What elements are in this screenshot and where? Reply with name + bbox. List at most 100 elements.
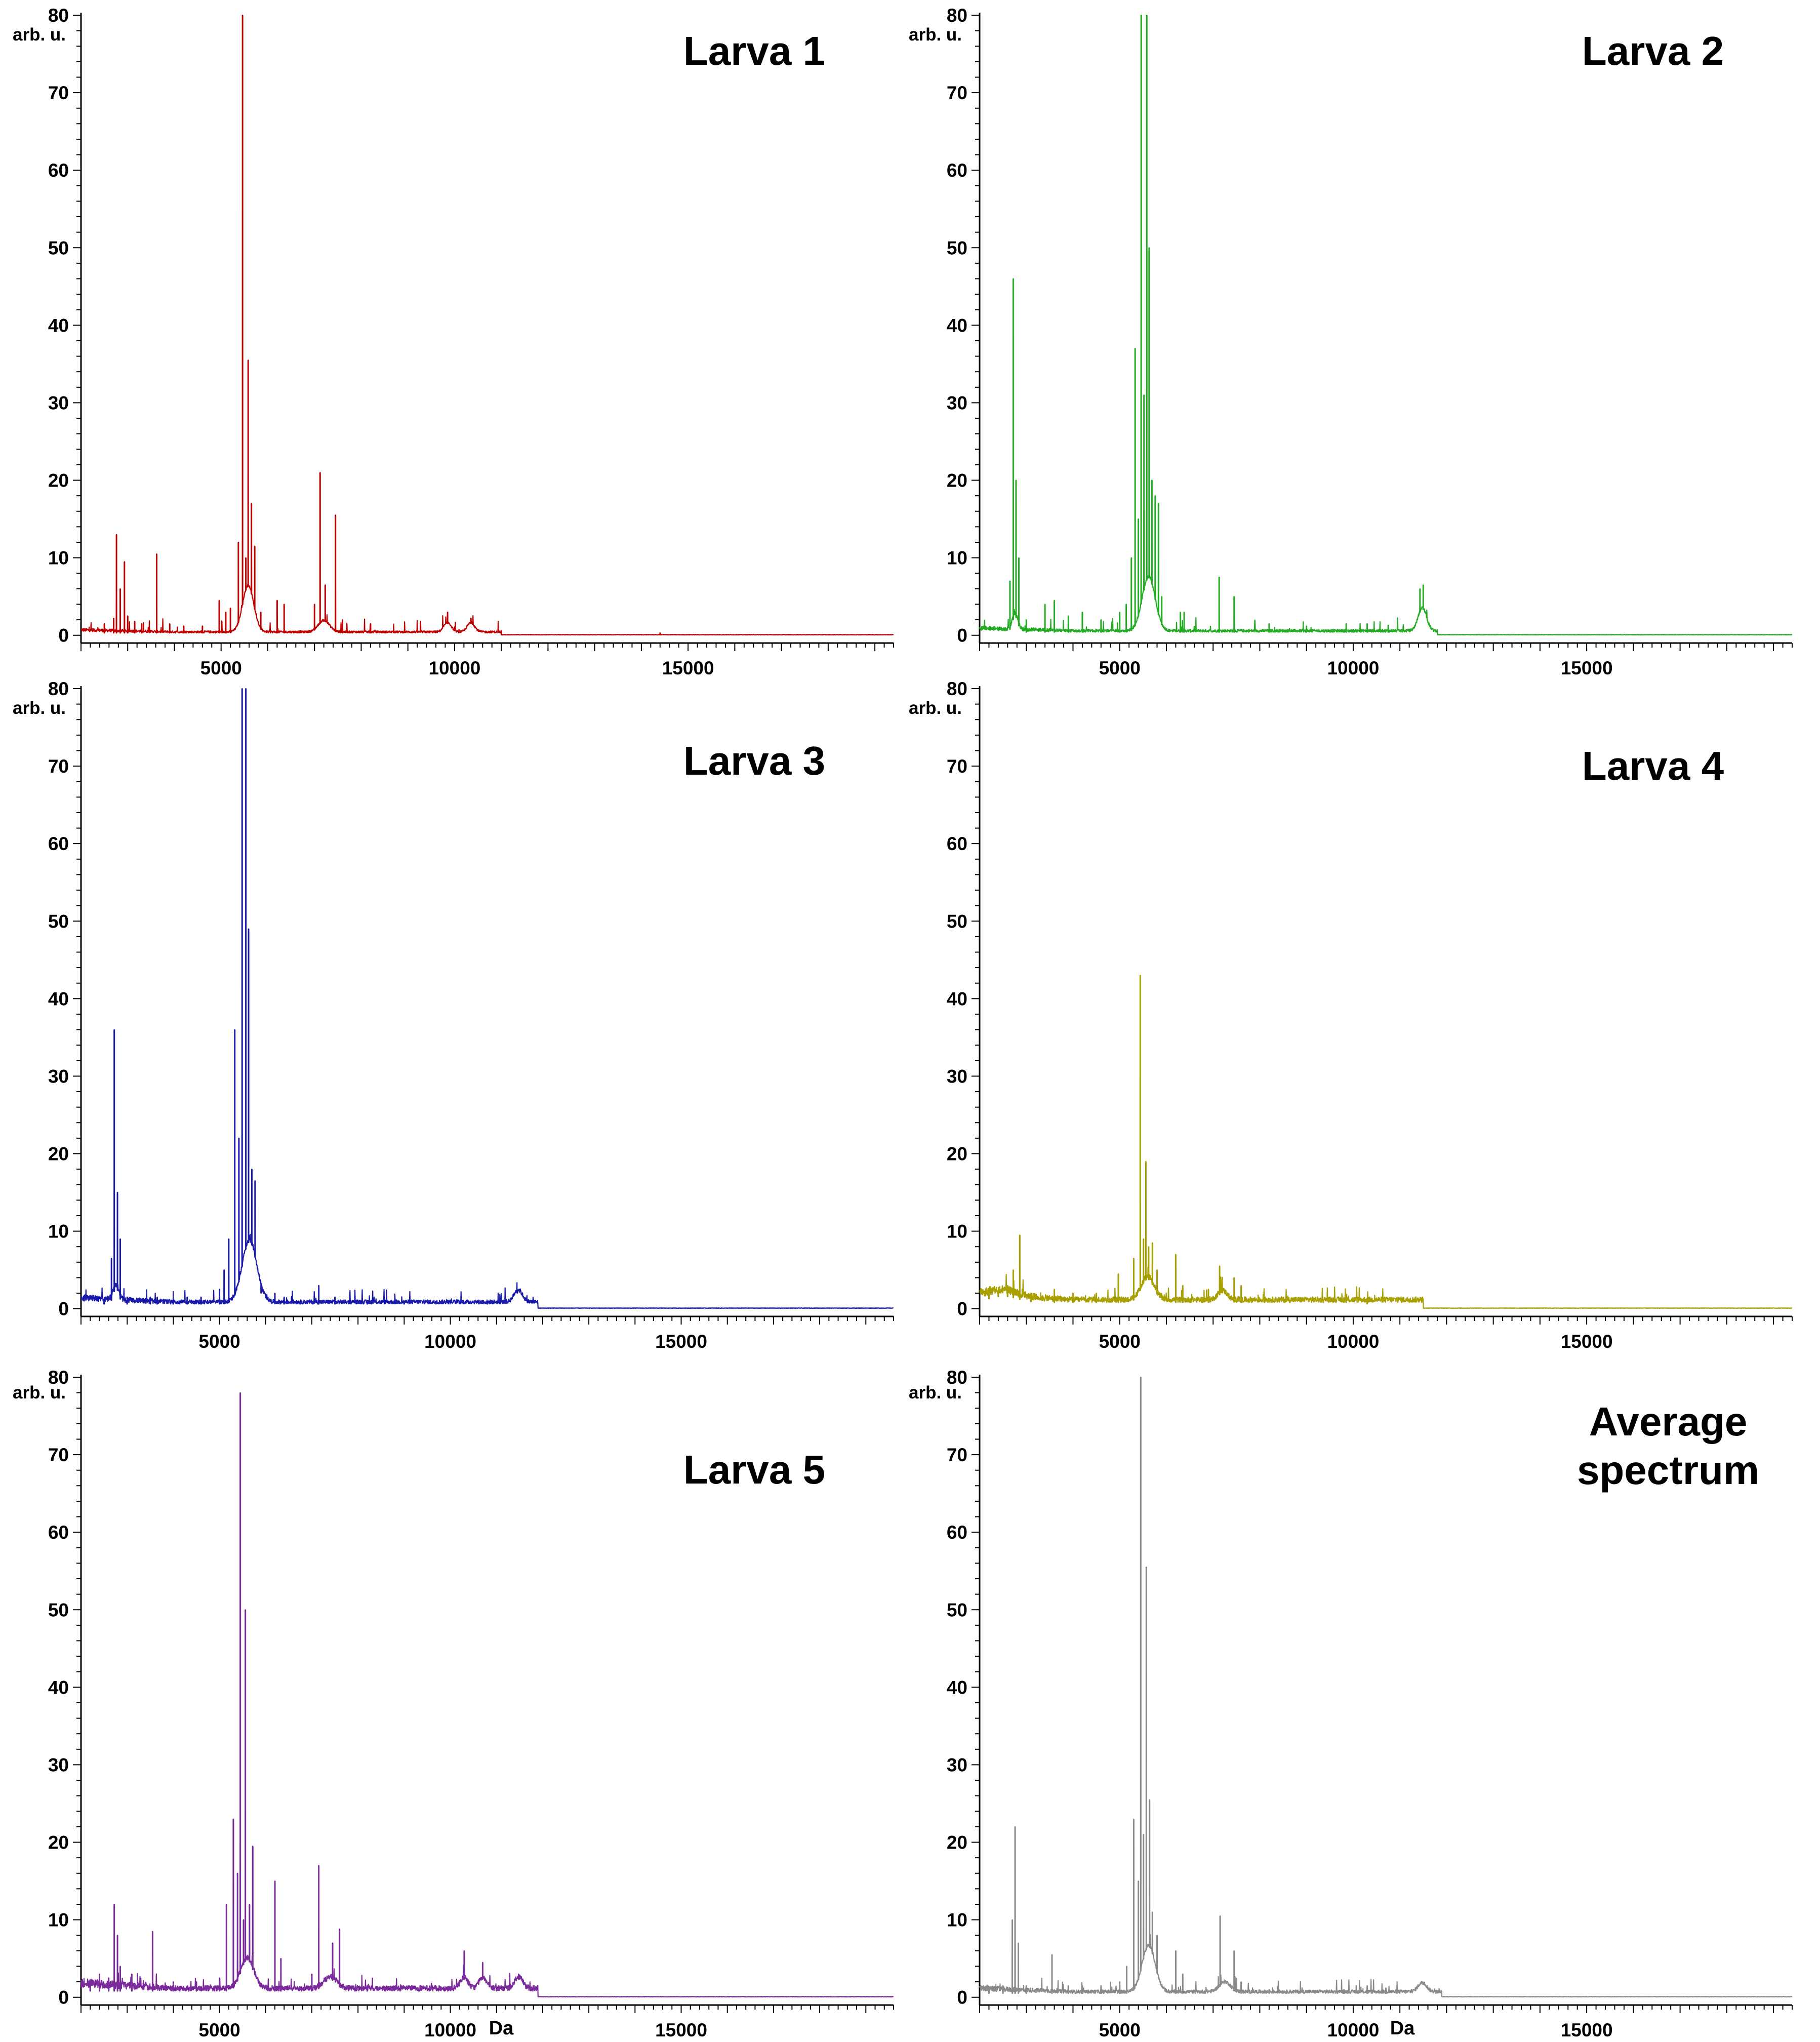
y-tick-label: 50 [48, 911, 69, 932]
y-tick-label: 60 [947, 1522, 967, 1543]
panel-title: Average spectrum [1577, 1399, 1759, 1493]
y-tick-label: 80 [48, 678, 69, 699]
x-tick-label: 15000 [1561, 2020, 1613, 2040]
y-tick-label: 20 [48, 1144, 69, 1165]
x-axis-unit-label: Da [1390, 2018, 1415, 2039]
y-tick-label: 30 [947, 1066, 967, 1087]
x-tick-label: 10000 [424, 1331, 476, 1352]
y-axis-unit-label: arb. u. [13, 698, 66, 718]
y-tick-label: 20 [947, 1144, 967, 1165]
y-tick-label: 70 [947, 756, 967, 777]
y-tick-label: 40 [48, 1677, 69, 1698]
y-tick-label: 40 [947, 1677, 967, 1698]
y-tick-label: 40 [48, 315, 69, 336]
x-tick-label: 5000 [1099, 2020, 1141, 2040]
spectrum-trace [979, 1376, 1793, 1997]
y-tick-label: 30 [947, 1754, 967, 1775]
spectrum-trace [80, 1392, 894, 1997]
y-tick-label: 0 [957, 1987, 967, 2008]
x-tick-label: 5000 [1099, 1331, 1141, 1352]
y-tick-label: 20 [48, 470, 69, 491]
y-tick-label: 50 [947, 1599, 967, 1620]
y-tick-label: 80 [48, 1367, 69, 1388]
y-axis-unit-label: arb. u. [909, 25, 962, 45]
y-tick-label: 50 [48, 1599, 69, 1620]
panel-title-line: Average [1589, 1399, 1748, 1444]
y-tick-label: 40 [947, 988, 967, 1009]
y-tick-label: 70 [947, 1445, 967, 1465]
y-tick-label: 0 [957, 1299, 967, 1319]
panel-title-line: spectrum [1577, 1448, 1759, 1493]
y-tick-label: 0 [58, 625, 69, 646]
y-tick-label: 30 [947, 392, 967, 413]
y-tick-label: 80 [947, 678, 967, 699]
x-tick-label: 5000 [198, 2020, 240, 2040]
y-tick-label: 60 [947, 833, 967, 854]
y-tick-label: 70 [48, 83, 69, 103]
x-tick-label: 10000 [424, 2020, 476, 2040]
x-tick-label: 5000 [1099, 658, 1141, 678]
panel-title: Larva 4 [1582, 743, 1724, 788]
x-axis-unit-label: Da [489, 2018, 514, 2039]
y-tick-label: 20 [947, 470, 967, 491]
spectrum-panel-larva-1: Larva 1 arb. u. 0 10 20 30 40 50 60 70 80 5000 100… [13, 5, 894, 678]
y-tick-label: 50 [947, 911, 967, 932]
x-tick-label: 10000 [1327, 1331, 1379, 1352]
panel-title: Larva 1 [683, 28, 825, 73]
y-tick-label: 50 [48, 237, 69, 258]
y-tick-label: 70 [48, 1445, 69, 1465]
x-tick-label: 15000 [1561, 1331, 1613, 1352]
spectrum-trace [80, 688, 894, 1309]
x-tick-label: 10000 [1327, 658, 1379, 678]
y-tick-label: 0 [58, 1299, 69, 1319]
y-tick-label: 10 [48, 548, 69, 569]
y-tick-label: 40 [48, 988, 69, 1009]
y-tick-label: 20 [947, 1832, 967, 1853]
x-tick-label: 10000 [428, 658, 480, 678]
y-tick-label: 70 [947, 83, 967, 103]
y-tick-label: 10 [947, 548, 967, 569]
panel-title: Larva 3 [683, 738, 825, 783]
x-tick-label: 15000 [1561, 658, 1613, 678]
spectrum-panel-larva-3: Larva 3 arb. u. 0 10 20 30 40 50 60 70 80 5000 100… [13, 678, 894, 1352]
y-tick-label: 10 [947, 1221, 967, 1242]
y-tick-label: 10 [947, 1910, 967, 1931]
x-tick-label: 15000 [655, 1331, 707, 1352]
y-axis-unit-label: arb. u. [909, 1383, 962, 1403]
y-tick-label: 10 [48, 1910, 69, 1931]
x-tick-label: 5000 [200, 658, 242, 678]
spectrum-panel-larva-5: Larva 5 arb. u. Da 0 10 20 30 40 50 60 70 80 5000… [13, 1367, 894, 2040]
y-tick-label: 40 [947, 315, 967, 336]
y-tick-label: 80 [947, 5, 967, 26]
x-tick-label: 5000 [198, 1331, 240, 1352]
panel-title: Larva 5 [683, 1447, 825, 1492]
y-tick-label: 80 [48, 5, 69, 26]
y-tick-label: 50 [947, 237, 967, 258]
y-tick-label: 60 [48, 160, 69, 181]
spectrum-panel-larva-4: Larva 4 arb. u. 0 10 20 30 40 50 60 70 80 5000 100… [909, 678, 1793, 1352]
x-tick-label: 15000 [655, 2020, 707, 2040]
y-tick-label: 20 [48, 1832, 69, 1853]
spectrum-trace [979, 14, 1793, 635]
y-tick-label: 30 [48, 392, 69, 413]
y-tick-label: 0 [957, 625, 967, 646]
y-tick-label: 30 [48, 1754, 69, 1775]
spectrum-trace [979, 975, 1793, 1309]
y-tick-label: 70 [48, 756, 69, 777]
y-axis-unit-label: arb. u. [909, 698, 962, 718]
y-tick-label: 10 [48, 1221, 69, 1242]
x-tick-label: 10000 [1327, 2020, 1379, 2040]
x-tick-label: 15000 [662, 658, 714, 678]
panel-title: Larva 2 [1582, 28, 1724, 73]
spectrum-panel-larva-2: Larva 2 arb. u. 0 10 20 30 40 50 60 70 80 5000 100… [909, 5, 1793, 678]
spectrum-trace [80, 14, 894, 635]
y-axis-unit-label: arb. u. [13, 1383, 66, 1403]
y-tick-label: 60 [48, 1522, 69, 1543]
y-axis-unit-label: arb. u. [13, 25, 66, 45]
y-tick-label: 60 [48, 833, 69, 854]
y-tick-label: 60 [947, 160, 967, 181]
y-tick-label: 0 [58, 1987, 69, 2008]
spectrum-panel-average: Average spectrum arb. u. Da 0 10 20 30 40 50 60… [909, 1367, 1793, 2040]
